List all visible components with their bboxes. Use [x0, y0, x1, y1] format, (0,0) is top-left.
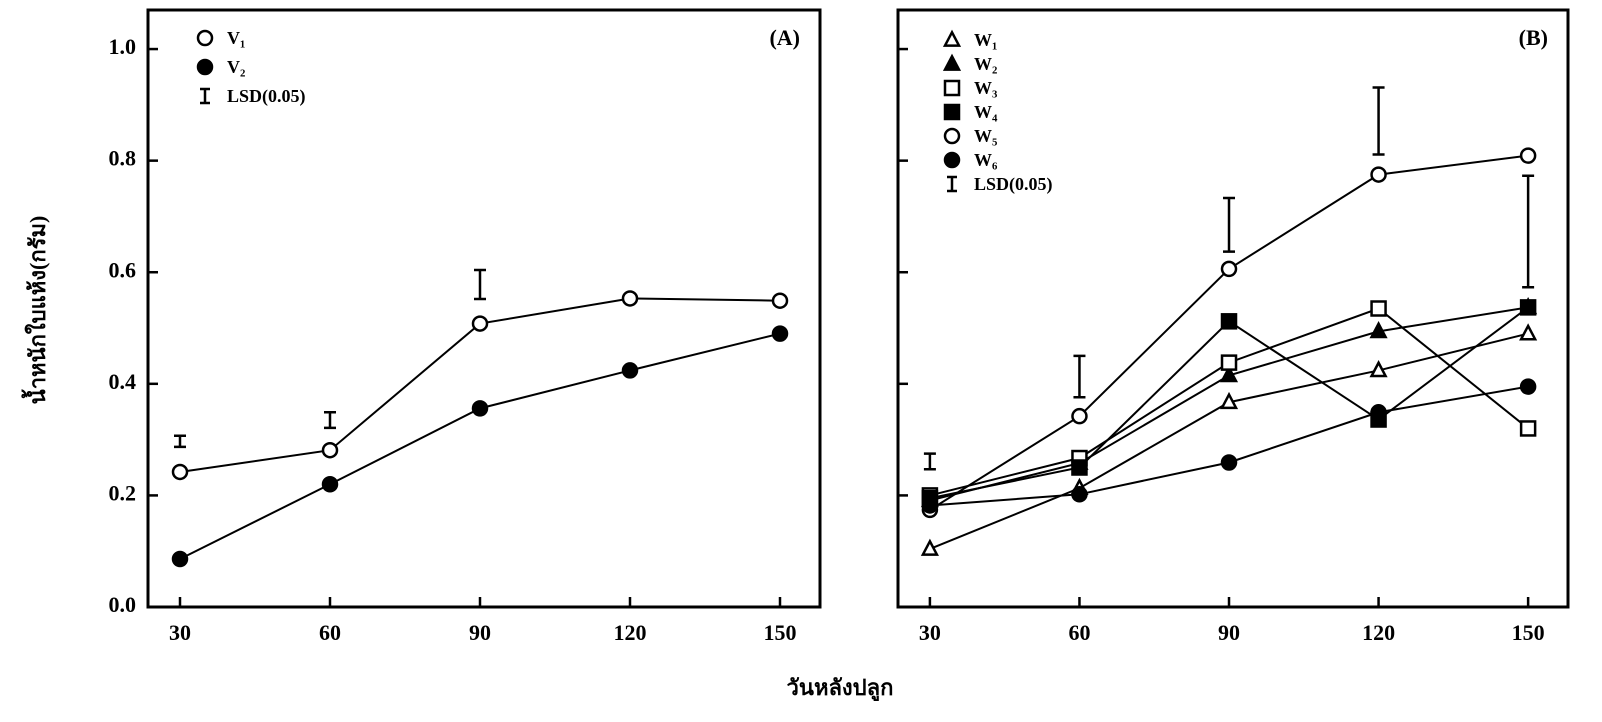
y-tick-label: 1.0	[109, 34, 137, 59]
legend-marker	[947, 177, 957, 191]
panel-label: (B)	[1519, 25, 1548, 50]
y-axis-label: น้ำหนักใบแห้ง(กรัม)	[21, 216, 50, 405]
legend-label: W₁	[974, 30, 997, 50]
data-point	[923, 541, 937, 554]
x-tick-label: 120	[1362, 620, 1395, 645]
data-point	[1222, 356, 1236, 370]
data-point	[1072, 461, 1086, 475]
data-point	[1222, 455, 1236, 469]
data-point	[1372, 405, 1386, 419]
data-point	[1521, 326, 1535, 339]
data-point	[1372, 302, 1386, 316]
legend-label: LSD(0.05)	[974, 174, 1053, 195]
legend-label: W₃	[974, 78, 998, 98]
x-tick-label: 60	[1068, 620, 1090, 645]
legend-label: W₄	[974, 102, 998, 122]
x-tick-label: 150	[764, 620, 797, 645]
error-bar	[1073, 356, 1085, 397]
legend-label: V₁	[227, 28, 245, 48]
data-point	[1521, 421, 1535, 435]
legend-marker	[945, 129, 959, 143]
data-point	[1521, 380, 1535, 394]
legend-label: W₂	[974, 54, 997, 74]
data-point	[1222, 262, 1236, 276]
y-tick-label: 0.2	[109, 480, 137, 505]
x-tick-label: 90	[469, 620, 491, 645]
data-point	[1521, 300, 1535, 314]
y-tick-label: 0.4	[109, 369, 137, 394]
figure: วันหลังปลูก น้ำหนักใบแห้ง(กรัม) 0.0 0.2 0.…	[0, 0, 1602, 722]
legend-marker	[945, 32, 959, 45]
legend-marker	[198, 31, 212, 45]
legend-marker	[198, 60, 212, 74]
data-point	[1372, 363, 1386, 376]
series-line	[180, 334, 780, 559]
x-tick-label: 30	[169, 620, 191, 645]
data-point	[923, 498, 937, 512]
error-bar	[1522, 176, 1534, 288]
data-point	[1372, 168, 1386, 182]
error-bar	[174, 436, 186, 447]
data-point	[173, 552, 187, 566]
x-tick-label: 90	[1218, 620, 1240, 645]
x-tick-label: 120	[614, 620, 647, 645]
error-bar	[1223, 198, 1235, 252]
legend-label: LSD(0.05)	[227, 86, 306, 107]
x-tick-label: 150	[1512, 620, 1545, 645]
error-bar	[924, 454, 936, 470]
data-point	[623, 363, 637, 377]
y-tick-label: 0.0	[109, 592, 137, 617]
data-point	[323, 443, 337, 457]
data-point	[323, 477, 337, 491]
x-tick-label: 30	[919, 620, 941, 645]
x-axis-label: วันหลังปลูก	[787, 675, 894, 702]
y-tick-label: 0.6	[109, 257, 137, 282]
data-point	[1222, 314, 1236, 328]
data-point	[1222, 395, 1236, 408]
legend-label: W₆	[974, 150, 998, 170]
data-point	[1072, 487, 1086, 501]
data-point	[623, 291, 637, 305]
data-point	[473, 317, 487, 331]
data-point	[1521, 149, 1535, 163]
error-bar	[474, 270, 486, 299]
legend-marker	[945, 81, 959, 95]
legend-label: V₂	[227, 57, 245, 77]
data-point	[1072, 409, 1086, 423]
y-tick-label: 0.8	[109, 146, 137, 171]
legend-label: W₅	[974, 126, 997, 146]
x-tick-label: 60	[319, 620, 341, 645]
legend-marker	[945, 56, 959, 69]
panel-label: (A)	[769, 25, 800, 50]
data-point	[1372, 324, 1386, 337]
error-bar	[324, 412, 336, 428]
legend-marker	[200, 89, 210, 103]
legend-marker	[945, 105, 959, 119]
error-bar	[1373, 88, 1385, 155]
legend-marker	[945, 153, 959, 167]
data-point	[173, 465, 187, 479]
data-point	[773, 294, 787, 308]
plot-frame	[898, 10, 1568, 607]
data-point	[473, 401, 487, 415]
data-point	[773, 327, 787, 341]
